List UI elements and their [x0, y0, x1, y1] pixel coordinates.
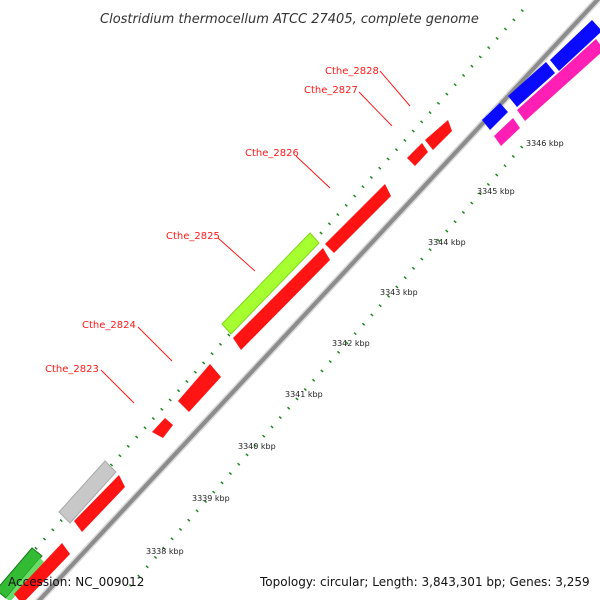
gene-labels: Cthe_2823 Cthe_2824 Cthe_2825 Cthe_2826 … [45, 66, 379, 375]
scale-label: 3346 kbp [526, 139, 564, 148]
gene-label: Cthe_2823 [45, 364, 99, 375]
gene-label: Cthe_2828 [325, 66, 379, 77]
cds-cthe-2826 [325, 184, 391, 253]
green-feature-b [6, 558, 44, 600]
scale-label: 3338 kbp [146, 547, 184, 556]
scale-label: 3344 kbp [428, 238, 466, 247]
gray-feature [58, 460, 117, 524]
accession-text: Accession: NC_009012 [8, 575, 144, 589]
scale-label: 3341 kbp [285, 390, 323, 399]
pink-feature-b [517, 39, 600, 121]
gene-features-inner [14, 39, 600, 600]
cds-red-c [233, 248, 330, 350]
cds-cthe-2823 [152, 418, 173, 438]
cds-red-a [14, 543, 70, 600]
backbone-line [36, 0, 600, 600]
scale-label: 3343 kbp [380, 288, 418, 297]
gene-label: Cthe_2826 [245, 148, 299, 159]
cds-cthe-2828 [425, 120, 452, 150]
gene-features-outer [0, 20, 600, 600]
topology-summary: Topology: circular; Length: 3,843,301 bp… [259, 575, 590, 589]
inner-dotted-track [128, 139, 530, 587]
leader-cthe-2824 [137, 326, 173, 362]
gene-label: Cthe_2824 [82, 320, 136, 331]
leader-cthe-2828 [379, 70, 411, 107]
scale-label: 3340 kbp [238, 442, 276, 451]
gene-label: Cthe_2827 [304, 85, 358, 96]
pink-feature-a [494, 118, 520, 146]
blue-feature-a [482, 103, 508, 130]
scale-label: 3339 kbp [192, 494, 230, 503]
genome-title: Clostridium thermocellum ATCC 27405, com… [100, 12, 479, 27]
leader-cthe-2827 [358, 91, 393, 127]
blue-feature-b [508, 62, 555, 107]
scale-label: 3342 kbp [332, 339, 370, 348]
blue-feature-c [550, 20, 600, 71]
leader-cthe-2826 [295, 155, 331, 189]
cds-cthe-2827 [407, 143, 428, 166]
leader-cthe-2823 [100, 369, 135, 404]
scale-labels: 3338 kbp 3339 kbp 3340 kbp 3341 kbp 3342… [146, 139, 564, 556]
gene-leader-lines [100, 70, 411, 404]
scale-label: 3345 kbp [477, 187, 515, 196]
cds-cthe-2824 [178, 364, 221, 412]
leader-cthe-2825 [217, 237, 256, 272]
green-feature-a [0, 547, 43, 599]
cds-red-b [74, 475, 125, 532]
cds-cthe-2825-green [221, 232, 320, 335]
gene-label: Cthe_2825 [166, 231, 220, 242]
